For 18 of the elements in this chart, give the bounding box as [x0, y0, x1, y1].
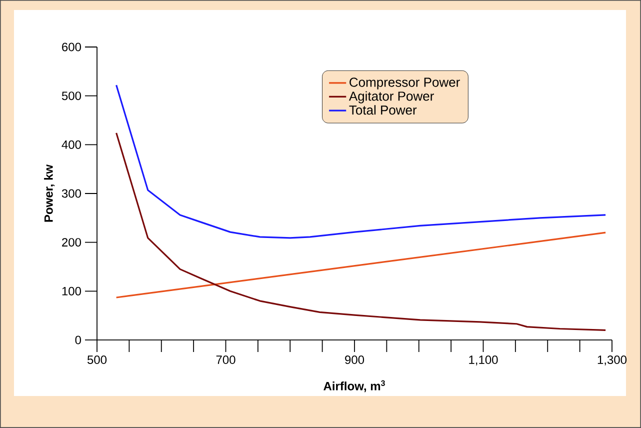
x-tick-label: 1,300	[598, 356, 627, 366]
x-tick-label: 500	[87, 356, 107, 364]
y-tick-label: 100	[62, 286, 82, 296]
x-tick-label: 900	[345, 356, 364, 364]
legend-label: Total Power	[349, 105, 417, 115]
legend-label: Agitator Power	[348, 91, 434, 104]
x-tick-label: 700	[216, 356, 236, 364]
y-tick-label: 500	[62, 92, 82, 100]
y-tick-label: 200	[62, 238, 82, 247]
x-axis-title: Airflow, m$^{3}$	[324, 380, 385, 392]
y-tick-label: 0	[75, 336, 82, 344]
y-tick-label: 400	[62, 140, 82, 149]
y-tick-label: 600	[62, 42, 82, 52]
x-tick-label: 1,100	[469, 356, 498, 366]
legend-label: Compressor Power	[350, 78, 460, 90]
y-tick-label: 300	[62, 189, 82, 198]
y-axis-title: Power, kw	[44, 164, 55, 222]
line-series	[116, 132, 606, 332]
